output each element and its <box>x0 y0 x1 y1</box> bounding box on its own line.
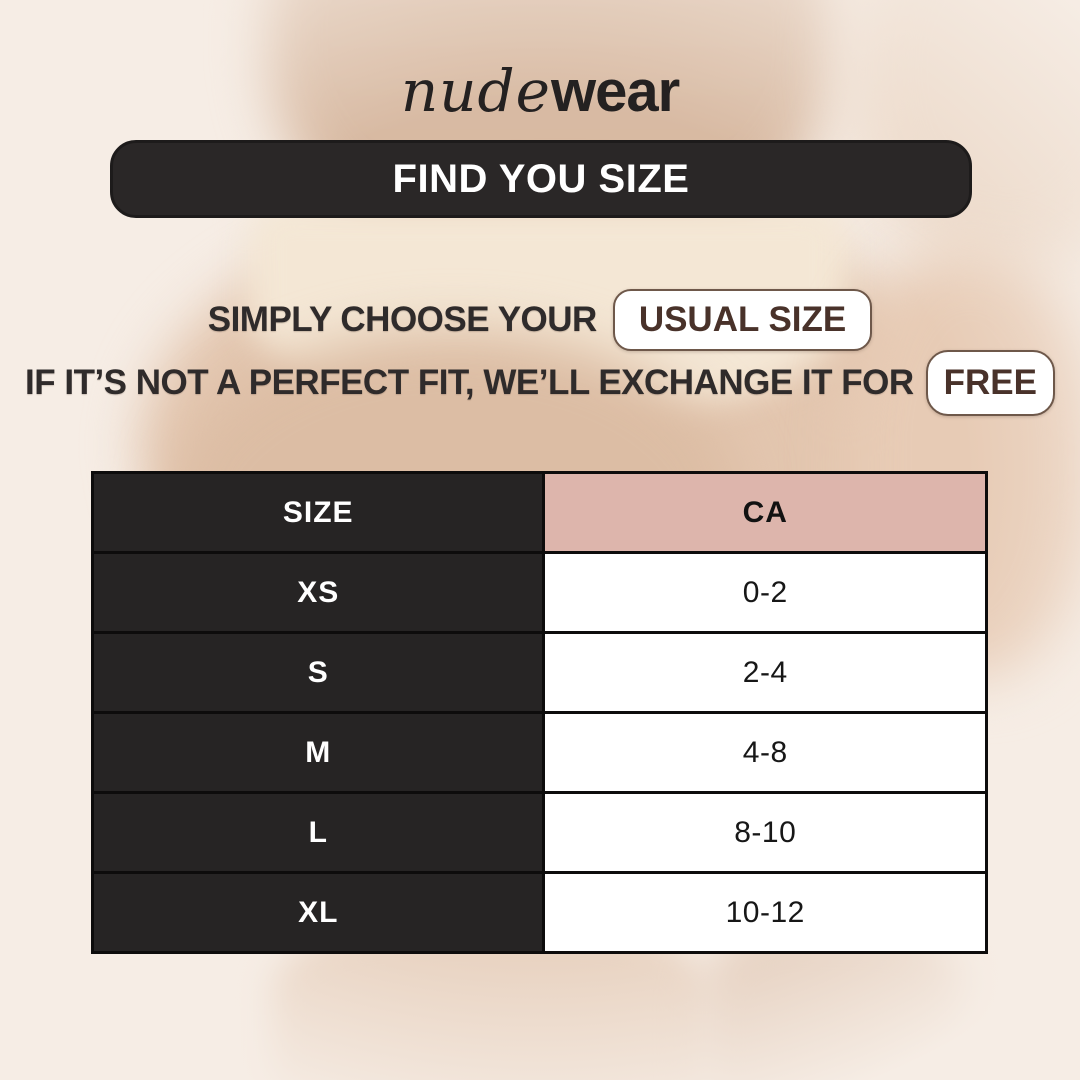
ca-cell: 0-2 <box>542 551 988 634</box>
usual-size-badge: USUAL SIZE <box>612 289 873 351</box>
tagline-line-1: SIMPLY CHOOSE YOUR USUAL SIZE <box>0 289 1080 351</box>
size-column-header: SIZE <box>90 471 546 554</box>
ca-cell: 2-4 <box>542 631 988 714</box>
size-cell: S <box>90 631 546 714</box>
table-row: XS 0-2 <box>90 551 988 634</box>
brand-logo-suffix: wear <box>550 59 680 124</box>
free-badge: FREE <box>925 350 1055 416</box>
headline-banner: FIND YOU SIZE <box>110 140 972 218</box>
tagline-line-2: IF IT’S NOT A PERFECT FIT, WE’LL EXCHANG… <box>0 350 1080 416</box>
table-row: XL 10-12 <box>90 871 988 954</box>
table-row: M 4-8 <box>90 711 988 794</box>
size-chart-table: SIZE CA XS 0-2 S 2-4 M 4-8 L 8-10 XL 10-12 <box>90 471 988 954</box>
size-chart-header: SIZE CA <box>90 471 988 554</box>
banner-title: FIND YOU SIZE <box>392 156 690 201</box>
ca-column-header: CA <box>542 471 988 554</box>
header-row: SIZE CA <box>90 471 988 554</box>
size-cell: L <box>90 791 546 874</box>
ca-cell: 10-12 <box>542 871 988 954</box>
size-cell: XS <box>90 551 546 634</box>
ca-cell: 4-8 <box>542 711 988 794</box>
tagline-line-2-text: IF IT’S NOT A PERFECT FIT, WE’LL EXCHANG… <box>25 363 914 402</box>
size-table-body: XS 0-2 S 2-4 M 4-8 L 8-10 XL 10-12 <box>90 551 988 954</box>
ca-cell: 8-10 <box>542 791 988 874</box>
brand-logo: nudewear <box>0 62 1080 121</box>
tagline-line-1-text: SIMPLY CHOOSE YOUR <box>207 300 598 339</box>
table-row: S 2-4 <box>90 631 988 714</box>
table-row: L 8-10 <box>90 791 988 874</box>
size-cell: XL <box>90 871 546 954</box>
size-cell: M <box>90 711 546 794</box>
brand-logo-prefix: nude <box>400 57 551 125</box>
